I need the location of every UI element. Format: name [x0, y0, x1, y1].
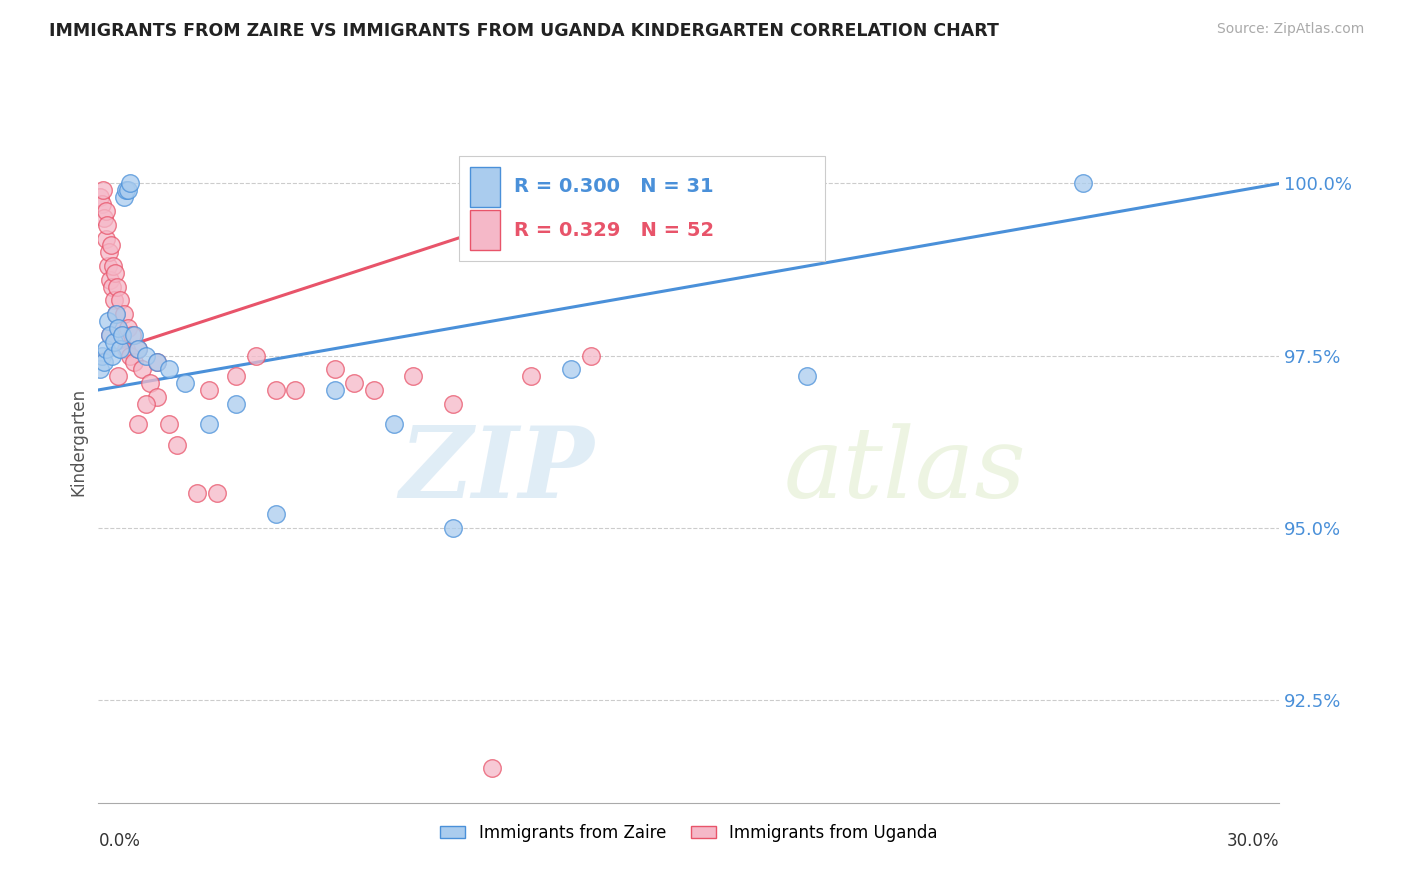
Point [225, 397, 247, 411]
Point [107, 369, 129, 384]
Point [264, 383, 287, 397]
Point [323, 383, 346, 397]
Point [118, 349, 141, 363]
Point [117, 321, 139, 335]
Point [101, 279, 124, 293]
Point [796, 369, 818, 384]
Point [197, 417, 219, 432]
Point [108, 293, 131, 308]
Point [264, 507, 287, 521]
Point [91, 197, 114, 211]
Point [225, 369, 247, 384]
Text: ZIP: ZIP [399, 422, 595, 518]
Point [115, 183, 138, 197]
Point [122, 327, 145, 342]
Point [121, 327, 143, 342]
Point [112, 190, 135, 204]
Point [98, 273, 121, 287]
Point [481, 761, 503, 775]
Point [157, 417, 180, 432]
Text: R = 0.300   N = 31: R = 0.300 N = 31 [515, 178, 714, 196]
Point [122, 355, 145, 369]
Point [107, 321, 129, 335]
Point [579, 349, 602, 363]
Point [166, 438, 188, 452]
Point [323, 362, 346, 376]
Point [105, 307, 128, 321]
Point [343, 376, 366, 390]
Point [111, 327, 134, 342]
Point [93, 355, 115, 369]
Point [103, 259, 125, 273]
Point [98, 245, 121, 260]
Point [245, 349, 267, 363]
Point [98, 327, 121, 342]
Point [93, 211, 115, 225]
Point [1071, 177, 1094, 191]
Text: 0.0%: 0.0% [98, 832, 141, 850]
Point [127, 417, 149, 432]
Point [127, 342, 149, 356]
Point [520, 369, 543, 384]
Point [157, 362, 180, 376]
Point [96, 342, 118, 356]
Point [115, 342, 138, 356]
Point [284, 383, 307, 397]
Point [117, 183, 139, 197]
Point [135, 397, 157, 411]
Point [89, 190, 111, 204]
Point [131, 362, 153, 376]
Bar [471, 167, 501, 207]
Point [138, 376, 160, 390]
Point [111, 327, 134, 342]
Point [96, 231, 118, 245]
Point [97, 314, 120, 328]
Point [205, 486, 228, 500]
Text: 30.0%: 30.0% [1227, 832, 1279, 850]
Point [112, 307, 135, 321]
Point [186, 486, 208, 500]
Point [127, 342, 149, 356]
Point [94, 204, 117, 219]
Legend: Immigrants from Zaire, Immigrants from Uganda: Immigrants from Zaire, Immigrants from U… [433, 817, 945, 848]
Point [100, 238, 122, 252]
Point [89, 362, 111, 376]
Point [441, 397, 464, 411]
Point [91, 183, 114, 197]
Point [146, 355, 169, 369]
Point [118, 177, 141, 191]
Point [382, 417, 405, 432]
Point [174, 376, 197, 390]
Text: Source: ZipAtlas.com: Source: ZipAtlas.com [1216, 22, 1364, 37]
Point [91, 349, 114, 363]
Point [135, 349, 157, 363]
Point [98, 327, 121, 342]
Text: atlas: atlas [783, 423, 1026, 518]
Point [441, 520, 464, 534]
Point [560, 362, 582, 376]
Point [97, 259, 120, 273]
Point [104, 266, 127, 280]
Point [101, 349, 124, 363]
Point [105, 279, 128, 293]
Bar [471, 211, 501, 250]
Point [146, 390, 169, 404]
Point [146, 355, 169, 369]
Point [103, 334, 125, 349]
Y-axis label: Kindergarten: Kindergarten [69, 387, 87, 496]
Text: R = 0.329   N = 52: R = 0.329 N = 52 [515, 220, 714, 240]
Point [107, 321, 129, 335]
Point [363, 383, 385, 397]
Point [103, 293, 125, 308]
FancyBboxPatch shape [458, 156, 825, 261]
Point [105, 307, 128, 321]
Point [96, 218, 118, 232]
Point [108, 342, 131, 356]
Point [402, 369, 425, 384]
Text: IMMIGRANTS FROM ZAIRE VS IMMIGRANTS FROM UGANDA KINDERGARTEN CORRELATION CHART: IMMIGRANTS FROM ZAIRE VS IMMIGRANTS FROM… [49, 22, 1000, 40]
Point [197, 383, 219, 397]
